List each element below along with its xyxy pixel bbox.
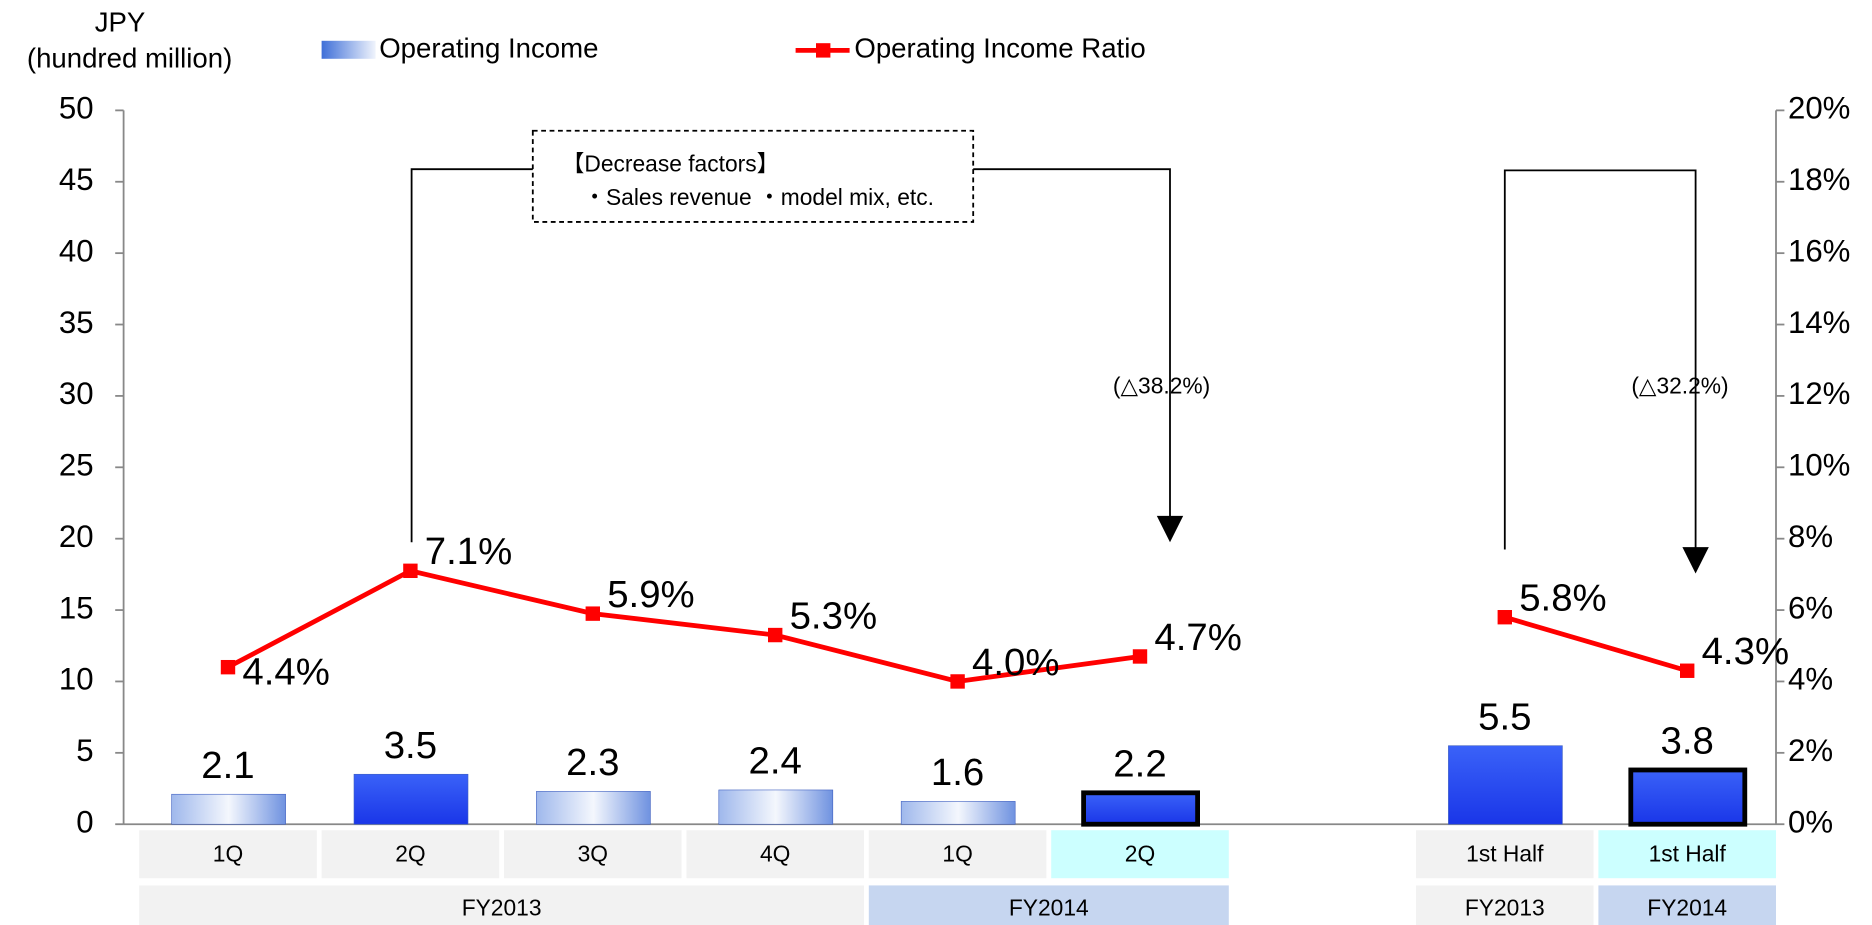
bar-value-label: 5.5 xyxy=(1478,695,1531,738)
y-tick-label: 10 xyxy=(59,662,94,697)
connector xyxy=(410,168,1171,543)
ratio-value-label: 7.1% xyxy=(425,530,512,573)
bar-value-label: 2.3 xyxy=(566,741,619,784)
bar-value-label: 2.1 xyxy=(201,744,254,787)
y-tick-label: 25 xyxy=(59,448,94,483)
x-tick-label: 1st Half xyxy=(1466,840,1544,866)
x-tick-label: 2Q xyxy=(1125,840,1155,866)
legend-label: Operating Income Ratio xyxy=(854,33,1145,64)
y2-tick-label: 4% xyxy=(1788,662,1833,697)
bar-value-label: 3.5 xyxy=(384,724,437,767)
ratio-marker xyxy=(220,659,236,675)
bar xyxy=(536,791,651,825)
y2-tick-label: 12% xyxy=(1788,376,1850,411)
annotation: ・Sales revenue ・model mix, etc. xyxy=(583,184,934,210)
y-tick-label: 45 xyxy=(59,162,94,197)
bar xyxy=(900,801,1016,825)
x-tick-label: 2Q xyxy=(395,840,425,866)
y2-tick-label: 2% xyxy=(1788,733,1833,768)
category-cell xyxy=(1598,830,1776,879)
annotation-box xyxy=(531,129,975,223)
y2-tick-label: 14% xyxy=(1788,305,1850,340)
arrow-head xyxy=(1682,547,1709,574)
x-tick-label: 3Q xyxy=(578,840,608,866)
bar xyxy=(718,789,834,825)
x-tick-label: 4Q xyxy=(760,840,790,866)
group-label: FY2013 xyxy=(1465,894,1545,920)
y-tick-label: 35 xyxy=(59,305,94,340)
category-cell xyxy=(504,830,682,879)
axis-unit: (hundred million) xyxy=(27,42,232,73)
category-cell xyxy=(868,830,1047,879)
bar-value-label: 2.2 xyxy=(1113,743,1166,786)
ratio-value-label: 5.3% xyxy=(790,594,877,637)
y2-tick-label: 18% xyxy=(1788,162,1850,197)
group-cell xyxy=(139,885,864,925)
category-cell xyxy=(321,830,500,879)
bar-value-label: 2.4 xyxy=(749,740,802,783)
x-tick-label: 1Q xyxy=(942,840,972,866)
ratio-line xyxy=(1504,614,1688,674)
ratio-value-label: 4.4% xyxy=(242,651,329,694)
axis-label: JPY xyxy=(95,6,146,37)
ratio-value-label: 4.0% xyxy=(972,641,1059,684)
annotation: (△38.2%) xyxy=(1113,373,1210,399)
ratio-line xyxy=(226,568,1141,684)
x-tick-label: 1Q xyxy=(213,840,243,866)
arrow-head xyxy=(1156,515,1184,543)
bar xyxy=(171,793,286,825)
ratio-value-label: 4.3% xyxy=(1702,630,1789,673)
ratio-marker xyxy=(1497,610,1512,625)
y2-tick-label: 8% xyxy=(1788,519,1833,554)
y2-tick-label: 10% xyxy=(1788,448,1850,483)
ratio-marker xyxy=(768,627,783,643)
group-label: FY2014 xyxy=(1009,894,1089,920)
ratio-marker xyxy=(585,606,600,621)
y-tick-label: 50 xyxy=(59,91,94,126)
bar xyxy=(1628,767,1748,827)
y-tick-label: 40 xyxy=(59,233,94,268)
y-tick-label: 5 xyxy=(76,733,93,768)
group-label: FY2014 xyxy=(1647,894,1727,920)
bar-value-label: 3.8 xyxy=(1661,720,1714,763)
ratio-marker xyxy=(1132,649,1148,664)
annotation: (△32.2%) xyxy=(1631,373,1728,399)
y-tick-label: 15 xyxy=(59,590,94,625)
y2-tick-label: 16% xyxy=(1788,233,1850,268)
category-cell xyxy=(1051,830,1229,879)
category-cell xyxy=(1416,830,1594,879)
annotation: 【Decrease factors】 xyxy=(562,151,780,177)
bar xyxy=(353,773,469,825)
y2-tick-label: 0% xyxy=(1788,804,1833,839)
group-cell xyxy=(1598,885,1776,925)
legend-label: Operating Income xyxy=(379,33,598,64)
legend-swatch xyxy=(321,40,376,59)
ratio-marker xyxy=(950,674,965,689)
category-cell xyxy=(139,830,317,879)
y-tick-label: 20 xyxy=(59,519,94,554)
x-tick-label: 1st Half xyxy=(1649,840,1727,866)
ratio-value-label: 5.9% xyxy=(607,573,694,616)
group-cell xyxy=(868,885,1229,925)
connector xyxy=(1503,169,1697,550)
y2-tick-label: 20% xyxy=(1788,91,1850,126)
y-tick-label: 30 xyxy=(59,376,94,411)
ratio-value-label: 4.7% xyxy=(1154,616,1241,659)
category-cell xyxy=(686,830,864,879)
legend-marker xyxy=(816,43,831,58)
y-tick-label: 0 xyxy=(76,804,93,839)
bar xyxy=(1081,790,1200,827)
bar-value-label: 1.6 xyxy=(931,751,984,794)
ratio-marker xyxy=(1680,663,1695,678)
group-cell xyxy=(1416,885,1594,925)
group-label: FY2013 xyxy=(462,894,542,920)
y2-tick-label: 6% xyxy=(1788,590,1833,625)
ratio-value-label: 5.8% xyxy=(1519,577,1606,620)
ratio-marker xyxy=(403,563,418,579)
bar xyxy=(1448,745,1563,825)
